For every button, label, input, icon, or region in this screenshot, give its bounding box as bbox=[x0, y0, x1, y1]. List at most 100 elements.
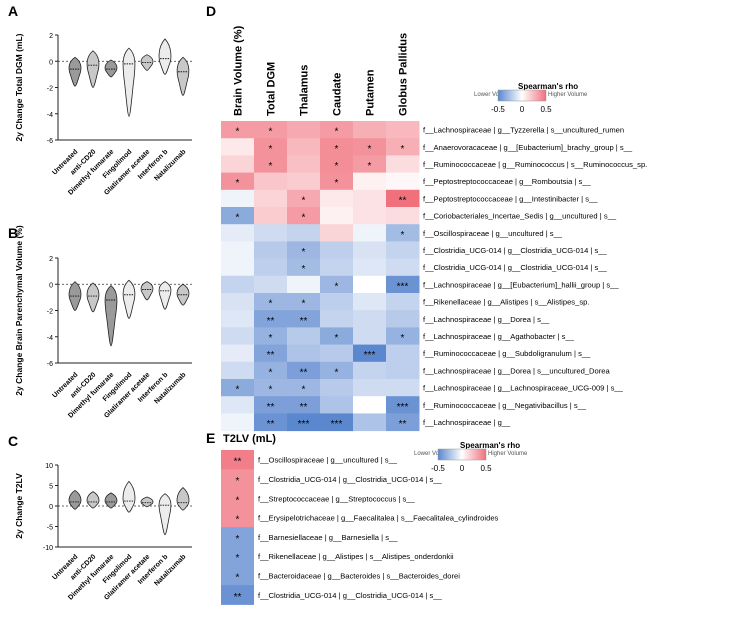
heatmap-row-label: f__Lachnospiraceae | g__Dorea | s__uncul… bbox=[423, 366, 611, 375]
heatmap-cell bbox=[221, 293, 255, 311]
heatmap-cell bbox=[353, 155, 387, 174]
heatmap-row-label: f__Clostridia_UCG-014 | g__Clostridia_UC… bbox=[423, 263, 608, 272]
significance-marker: *** bbox=[298, 419, 310, 430]
heatmap-cell bbox=[221, 258, 255, 277]
heatmap-cell bbox=[386, 241, 420, 260]
significance-marker: ** bbox=[267, 350, 275, 361]
heatmap-row-label: f__Clostridia_UCG-014 | g__Clostridia_UC… bbox=[258, 475, 443, 484]
heatmap-cell bbox=[353, 379, 387, 397]
heatmap-cell bbox=[254, 241, 288, 260]
y-tick-label: -6 bbox=[47, 138, 53, 145]
violin-fingolimod bbox=[122, 47, 136, 117]
heatmap-cell bbox=[254, 138, 288, 156]
significance-marker: * bbox=[236, 476, 240, 487]
significance-marker: * bbox=[236, 495, 240, 506]
significance-marker: * bbox=[236, 213, 240, 224]
significance-marker: * bbox=[335, 333, 339, 344]
heatmap-cell bbox=[386, 224, 420, 242]
heatmap-cell bbox=[386, 396, 420, 414]
violin-interferon-b bbox=[158, 38, 172, 75]
colorbar-title: Spearman's rho bbox=[460, 441, 520, 450]
heatmap-cell bbox=[353, 361, 387, 380]
y-axis-label: 2y Change Brain Parenchymal Volume (%) bbox=[14, 225, 24, 396]
heatmap-cell bbox=[221, 450, 254, 470]
heatmap-column-label: Globus Pallidus bbox=[398, 33, 410, 116]
heatmap-cell bbox=[386, 207, 420, 225]
heatmap-cell bbox=[287, 224, 321, 242]
heatmap-cell bbox=[254, 396, 288, 414]
y-tick-label: 2 bbox=[49, 256, 53, 263]
heatmap-cell bbox=[386, 379, 420, 397]
heatmap-cell bbox=[320, 379, 354, 397]
heatmap-cell bbox=[287, 138, 321, 156]
heatmap-row-label: f__Streptococcaceae | g__Streptococcus |… bbox=[258, 494, 416, 503]
heatmap-cell bbox=[320, 155, 354, 174]
heatmap-cell bbox=[353, 344, 387, 363]
heatmap-row-label: f__Rikenellaceae | g__Alistipes | s__Ali… bbox=[423, 298, 589, 307]
heatmap-cell bbox=[254, 413, 288, 432]
heatmap-cell bbox=[386, 413, 420, 432]
heatmap-cell bbox=[386, 258, 420, 277]
significance-marker: * bbox=[335, 281, 339, 292]
significance-marker: *** bbox=[397, 281, 409, 292]
heatmap-cell bbox=[386, 293, 420, 311]
heatmap-cell bbox=[353, 327, 387, 346]
heatmap-cell bbox=[221, 155, 255, 174]
heatmap-cell bbox=[320, 344, 354, 363]
violin-dimethyl-fumarate bbox=[104, 59, 118, 78]
heatmap-cell bbox=[287, 361, 321, 380]
heatmap-cell bbox=[287, 413, 321, 432]
heatmap-row-label: f__Clostridia_UCG-014 | g__Clostridia_UC… bbox=[423, 246, 608, 255]
heatmap-cell bbox=[287, 293, 321, 311]
heatmap-cell bbox=[320, 396, 354, 414]
heatmap-row-label: f__Lachnospiraceae | g__[Eubacterium]_ha… bbox=[423, 280, 619, 289]
heatmap-cell bbox=[221, 121, 255, 139]
heatmap-cell bbox=[353, 396, 387, 414]
heatmap-cell bbox=[320, 207, 354, 225]
heatmap-cell bbox=[353, 189, 387, 208]
significance-marker: * bbox=[269, 127, 273, 138]
heatmap-cell bbox=[287, 241, 321, 260]
heatmap-cell bbox=[254, 379, 288, 397]
heatmap-cell bbox=[353, 293, 387, 311]
panel-letter-b: B bbox=[8, 225, 18, 241]
significance-marker: ** bbox=[267, 316, 275, 327]
violin-interferon-b bbox=[158, 281, 172, 310]
violin-fingolimod bbox=[122, 480, 136, 513]
y-tick-label: 2 bbox=[49, 33, 53, 40]
heatmap-row-label: f__Oscillospiraceae | g__uncultured | s_… bbox=[423, 229, 563, 238]
significance-marker: * bbox=[236, 178, 240, 189]
colorbar-high-label: Higher Volume bbox=[548, 92, 588, 98]
significance-marker: * bbox=[401, 230, 405, 241]
heatmap-cell bbox=[353, 138, 387, 156]
y-tick-label: -4 bbox=[47, 335, 53, 342]
heatmap-column-label: Total DGM bbox=[266, 62, 278, 116]
heatmap-cell bbox=[320, 172, 354, 191]
violin-untreated bbox=[68, 489, 82, 510]
heatmap-cell bbox=[320, 258, 354, 277]
colorbar-low-label: Lower Volume bbox=[414, 451, 453, 457]
significance-marker: ** bbox=[267, 419, 275, 430]
heatmap-cell bbox=[353, 207, 387, 225]
significance-marker: * bbox=[236, 385, 240, 396]
colorbar-d: Spearman's rho Lower Volume Higher Volum… bbox=[474, 82, 588, 114]
heatmap-cell bbox=[386, 121, 420, 139]
colorbar-title: Spearman's rho bbox=[518, 82, 578, 91]
heatmap-cell bbox=[320, 189, 354, 208]
heatmap-row-label: f__Ruminococcaceae | g__Negativibacillus… bbox=[423, 401, 587, 410]
significance-marker: * bbox=[368, 161, 372, 172]
heatmap-cell bbox=[254, 275, 288, 294]
heatmap-cell bbox=[386, 172, 420, 191]
violin-untreated bbox=[68, 281, 82, 311]
heatmap-cell bbox=[320, 275, 354, 294]
significance-marker: ** bbox=[399, 419, 407, 430]
significance-marker: *** bbox=[331, 419, 343, 430]
violin-dimethyl-fumarate bbox=[104, 492, 118, 509]
colorbar-gradient bbox=[497, 89, 547, 102]
heatmap-cell bbox=[254, 207, 288, 225]
heatmap-row-label: f__Lachnospiraceae | g__Lachnospiraceae_… bbox=[423, 384, 624, 393]
heatmap-cell bbox=[386, 155, 420, 174]
heatmap-cell bbox=[287, 310, 321, 328]
significance-marker: * bbox=[401, 144, 405, 155]
